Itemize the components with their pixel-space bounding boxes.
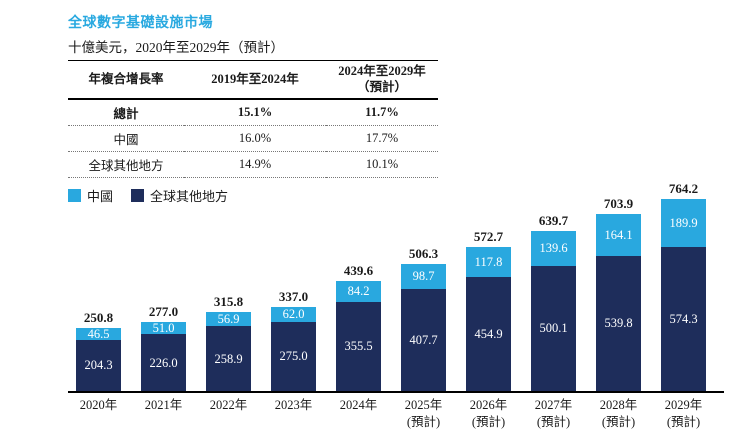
bar-2028年: 703.9 164.1 539.8	[596, 196, 641, 392]
row-label-china: 中國	[113, 133, 139, 148]
cagr-table: 年複合增長率 2019年至2024年 2024年至2029年 （預計） 總計 1…	[68, 60, 438, 178]
table-row-rest-of-world: 全球其他地方 14.9% 10.1%	[68, 152, 438, 178]
header-2024-2029: 2024年至2029年 （預計）	[326, 61, 438, 100]
segment-rest-of-world: 539.8	[596, 255, 641, 392]
segment-china: 139.6	[531, 230, 576, 266]
total-value-label: 639.7	[538, 212, 569, 228]
bars-area: 250.8 46.5 204.3 277.0 51.0 226.0 315.8 56.9 258…	[68, 180, 724, 392]
rest-of-world-swatch-icon	[131, 189, 145, 203]
total-value-label: 337.0	[278, 288, 309, 304]
bar-2022年: 315.8 56.9 258.9	[206, 293, 251, 392]
rest-cagr-2019-2024: 14.9%	[238, 157, 272, 172]
chart-figure: 全球數字基礎設施市場 十億美元，2020年至2029年（預計） 年複合增長率 2…	[68, 12, 728, 430]
legend-label-rest-of-world: 全球其他地方	[150, 189, 229, 205]
x-axis-label: 2020年	[79, 398, 118, 413]
segment-rest-of-world: 204.3	[76, 339, 121, 392]
legend-item-rest-of-world: 全球其他地方	[131, 186, 228, 205]
segment-china: 62.0	[271, 306, 316, 323]
header-2024-2029-line2: （預計）	[356, 79, 407, 94]
bar-2029年: 764.2 189.9 574.3	[661, 181, 706, 392]
total-value-label: 572.7	[473, 229, 504, 245]
segment-rest-of-world: 407.7	[401, 288, 446, 392]
segment-rest-of-world: 454.9	[466, 276, 511, 392]
x-axis-label: 2029年 (預計)	[664, 398, 703, 429]
total-value-label: 703.9	[603, 196, 634, 212]
segment-rest-of-world: 226.0	[141, 334, 186, 392]
total-value-label: 250.8	[83, 310, 114, 326]
legend-item-china: 中國	[68, 186, 113, 205]
stacked-bar-chart: 中國 全球其他地方 250.8 46.5 204.3 277.0 51.0 226.0 31…	[68, 180, 724, 430]
row-label-total: 總計	[113, 107, 139, 122]
china-swatch-icon	[68, 189, 81, 203]
china-cagr-2019-2024: 16.0%	[238, 131, 272, 146]
segment-rest-of-world: 258.9	[206, 326, 251, 392]
bar-2020年: 250.8 46.5 204.3	[76, 310, 121, 392]
x-axis-label: 2022年	[209, 398, 248, 413]
x-axis-labels: 2020年 2021年 2022年 2023年 2024年 2025年 (預計) 2026年(…	[68, 397, 724, 430]
rest-cagr-2024-2029: 10.1%	[365, 157, 399, 172]
header-2024-2029-line1: 2024年至2029年	[338, 64, 426, 78]
segment-rest-of-world: 500.1	[531, 265, 576, 392]
bar-2026年: 572.7 117.8 454.9	[466, 229, 511, 392]
segment-rest-of-world: 355.5	[336, 301, 381, 392]
segment-rest-of-world: 574.3	[661, 246, 706, 392]
x-axis-line	[68, 391, 724, 394]
total-value-label: 764.2	[668, 181, 699, 197]
total-value-label: 506.3	[408, 246, 439, 262]
x-axis-label: 2025年 (預計)	[404, 398, 443, 429]
row-label-rest-of-world: 全球其他地方	[88, 159, 164, 174]
x-axis-label: 2026年 (預計)	[469, 398, 508, 429]
legend-label-china: 中國	[87, 189, 114, 205]
bar-2023年: 337.0 62.0 275.0	[271, 289, 316, 392]
x-axis-label: 2023年	[274, 398, 313, 413]
segment-china: 189.9	[661, 199, 706, 247]
header-cagr: 年複合增長率	[88, 71, 164, 86]
x-axis-label: 2021年	[144, 398, 183, 413]
chart-legend: 中國 全球其他地方	[68, 186, 228, 205]
table-row-china: 中國 16.0% 17.7%	[68, 126, 438, 152]
table-row-total: 總計 15.1% 11.7%	[68, 99, 438, 126]
total-value-label: 315.8	[213, 293, 244, 309]
x-axis-label: 2028年 (預計)	[599, 398, 638, 429]
page-subtitle: 十億美元，2020年至2029年（預計）	[68, 40, 284, 55]
total-cagr-2024-2029: 11.7%	[365, 105, 399, 120]
china-cagr-2024-2029: 17.7%	[365, 131, 399, 146]
segment-china: 98.7	[401, 264, 446, 289]
bar-2021年: 277.0 51.0 226.0	[141, 304, 186, 392]
segment-china: 51.0	[141, 322, 186, 335]
segment-china: 117.8	[466, 247, 511, 277]
total-value-label: 439.6	[343, 262, 374, 278]
segment-china: 56.9	[206, 311, 251, 327]
bar-2027年: 639.7 139.6 500.1	[531, 213, 576, 392]
segment-china: 84.2	[336, 280, 381, 302]
header-2019-2024: 2019年至2024年	[211, 71, 299, 86]
bar-2025年: 506.3 98.7 407.7	[401, 246, 446, 392]
total-cagr-2019-2024: 15.1%	[237, 105, 273, 120]
segment-rest-of-world: 275.0	[271, 322, 316, 392]
x-axis-label: 2027年 (預計)	[534, 398, 573, 429]
segment-china: 46.5	[76, 328, 121, 340]
table-header-row: 年複合增長率 2019年至2024年 2024年至2029年 （預計）	[68, 60, 438, 100]
total-value-label: 277.0	[148, 303, 179, 319]
page-title: 全球數字基礎設施市場	[68, 16, 213, 31]
segment-china: 164.1	[596, 214, 641, 256]
bar-2024年: 439.6 84.2 355.5	[336, 262, 381, 392]
x-axis-label: 2024年	[339, 398, 378, 413]
